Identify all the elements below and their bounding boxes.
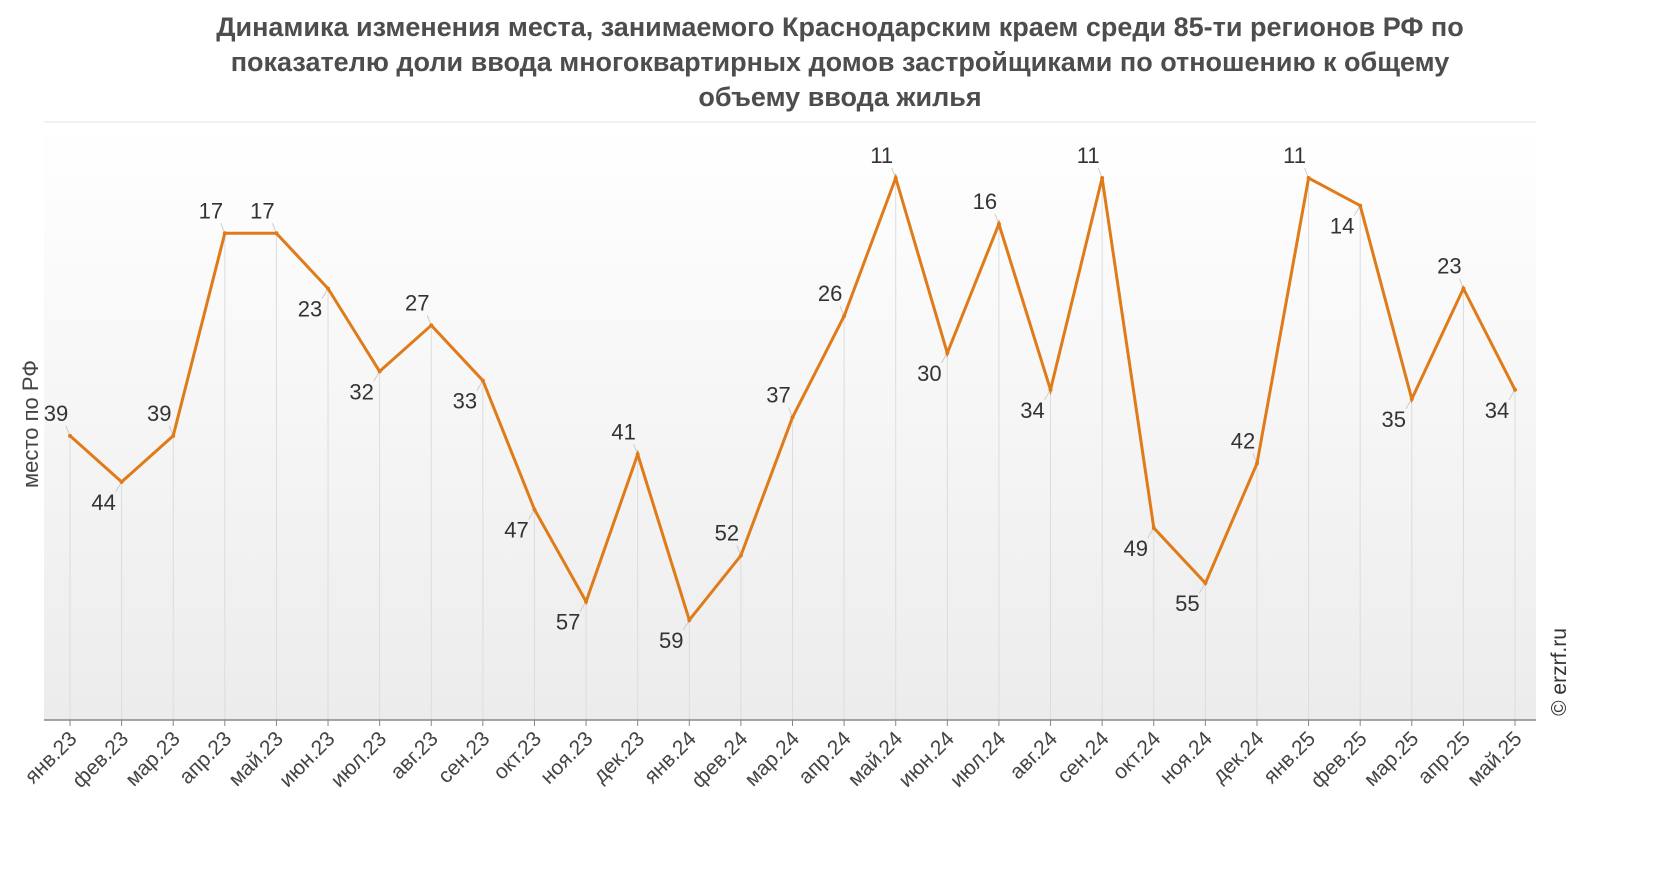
x-tick-label: апр.25 — [1413, 727, 1474, 788]
data-point — [1254, 461, 1259, 466]
x-tick-label: июн.23 — [275, 727, 340, 792]
data-point — [68, 433, 72, 438]
data-label: 11 — [870, 143, 893, 168]
data-point — [532, 507, 537, 512]
data-point — [429, 323, 434, 328]
x-tick-label: май.24 — [844, 727, 908, 791]
data-label: 23 — [298, 297, 322, 322]
data-point — [1048, 387, 1053, 392]
x-tick-label: окт.23 — [489, 727, 546, 784]
data-point — [119, 479, 124, 484]
data-point — [1358, 203, 1363, 208]
data-label: 59 — [659, 628, 683, 653]
x-tick-label: апр.24 — [794, 727, 856, 789]
data-point — [1203, 581, 1208, 586]
data-label: 27 — [405, 290, 429, 315]
x-tick-label: июл.24 — [946, 727, 1011, 792]
data-label: 35 — [1382, 407, 1406, 432]
data-label: 42 — [1231, 428, 1255, 453]
x-tick-label: окт.24 — [1108, 727, 1165, 784]
data-point — [274, 231, 279, 236]
data-label: 32 — [349, 379, 373, 404]
x-tick-label: май.25 — [1463, 727, 1527, 791]
data-point — [1461, 286, 1466, 291]
grid-lines — [44, 121, 1536, 726]
data-label: 26 — [818, 281, 842, 306]
data-label: 55 — [1175, 591, 1199, 616]
data-point — [893, 176, 898, 180]
data-point — [171, 433, 176, 438]
data-point — [1100, 176, 1105, 180]
y-axis-title: место по РФ — [18, 360, 43, 488]
x-tick-label: апр.23 — [175, 727, 236, 788]
data-point — [480, 378, 485, 383]
data-point — [1513, 387, 1517, 392]
data-label: 11 — [1077, 143, 1100, 168]
data-labels: 39 44 39 17 17 23 32 27 33 47 57 41 59 52 37 26 11 30 16 34… — [44, 143, 1509, 653]
data-point — [1409, 397, 1414, 401]
data-label: 49 — [1124, 536, 1148, 561]
data-point — [842, 314, 847, 319]
x-tick-label: фев.23 — [68, 727, 133, 792]
data-label: 57 — [556, 610, 580, 635]
x-tick-label: июл.23 — [327, 727, 392, 792]
data-label: 17 — [250, 198, 274, 223]
data-label: 34 — [1020, 398, 1044, 423]
x-tick-label: мар.25 — [1360, 727, 1424, 791]
data-label: 33 — [453, 389, 477, 414]
data-point — [1306, 176, 1311, 180]
x-tick-label: ноя.24 — [1155, 727, 1217, 789]
x-tick-label: авг.23 — [386, 727, 443, 784]
data-label: 37 — [766, 382, 790, 407]
x-tick-label: сен.23 — [434, 727, 495, 788]
data-label: 41 — [611, 419, 635, 444]
data-label: 39 — [44, 401, 68, 426]
chart-title-line-3: объему ввода жилья — [698, 82, 982, 112]
data-point — [790, 415, 795, 420]
copyright-credit: © erzrf.ru — [1548, 628, 1571, 716]
data-label: 11 — [1283, 143, 1306, 168]
data-point — [635, 452, 640, 457]
x-tick-label: май.23 — [224, 727, 288, 791]
chart-title: Динамика изменения места, занимаемого Кр… — [140, 10, 1540, 115]
data-label: 14 — [1330, 214, 1354, 239]
data-label: 34 — [1485, 398, 1509, 423]
x-tick-label: фев.24 — [687, 727, 752, 792]
data-label: 23 — [1437, 254, 1461, 279]
data-point — [996, 222, 1001, 227]
data-point — [326, 286, 331, 291]
x-tick-label: мар.23 — [121, 727, 185, 791]
data-point — [738, 553, 743, 558]
x-tick-label: авг.24 — [1005, 727, 1062, 784]
x-tick-label: ноя.23 — [536, 727, 597, 788]
data-point — [1151, 525, 1156, 530]
data-point — [687, 618, 692, 622]
data-label: 17 — [199, 198, 223, 223]
chart-title-line-1: Динамика изменения места, занимаемого Кр… — [216, 12, 1464, 42]
data-point — [377, 369, 382, 374]
series-layer — [68, 173, 1517, 624]
x-tick-label: дек.24 — [1208, 727, 1269, 788]
x-tick-label: дек.23 — [589, 727, 649, 787]
data-label: 44 — [91, 490, 115, 515]
x-tick-label: июн.24 — [894, 727, 959, 792]
data-label: 52 — [715, 521, 739, 546]
data-point — [222, 231, 227, 236]
data-label: 16 — [973, 189, 997, 214]
data-label: 30 — [917, 361, 941, 386]
x-tick-label: сен.24 — [1053, 727, 1114, 788]
x-tick-label: мар.24 — [740, 727, 804, 791]
x-tick-label: фев.25 — [1306, 727, 1371, 792]
chart-title-line-2: показателю доли ввода многоквартирных до… — [230, 47, 1450, 77]
data-label: 47 — [504, 518, 528, 543]
data-point — [584, 599, 589, 604]
data-label: 39 — [147, 401, 171, 426]
data-point — [945, 350, 950, 355]
x-tick-labels: янв.23фев.23мар.23апр.23май.23июн.23июл.… — [20, 727, 1526, 793]
